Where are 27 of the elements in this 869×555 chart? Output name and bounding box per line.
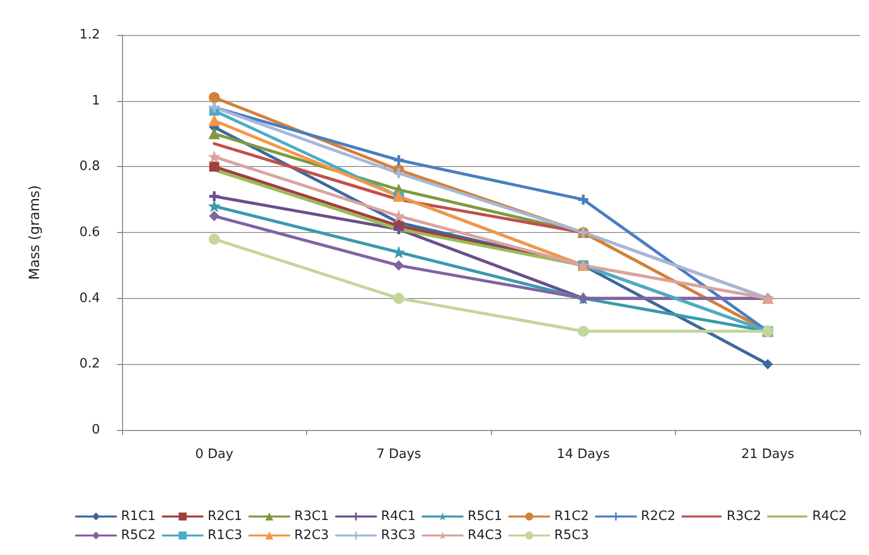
legend-label: R1C1 — [121, 509, 156, 524]
y-tick-label: 0.2 — [79, 356, 100, 372]
legend-label: R1C2 — [554, 509, 589, 524]
x-tick-label: 21 Days — [741, 447, 795, 462]
legend-label: R4C3 — [468, 528, 502, 543]
legend-label: R5C1 — [468, 509, 502, 524]
legend-label: R3C3 — [380, 528, 416, 543]
y-tick-label: 0.8 — [79, 159, 100, 174]
legend-label: R5C2 — [121, 528, 156, 543]
y-axis-title: Mass (grams) — [27, 185, 43, 280]
legend-label: R5C3 — [554, 528, 589, 543]
legend-label: R3C2 — [726, 509, 762, 524]
y-tick-label: 1.2 — [79, 28, 100, 42]
y-tick-label: 0.6 — [79, 225, 100, 240]
legend-label: R1C3 — [208, 528, 242, 543]
x-tick-label: 0 Day — [195, 447, 234, 462]
legend-label: R4C1 — [380, 509, 416, 524]
legend-label: R2C1 — [208, 509, 242, 524]
y-tick-label: 0 — [92, 422, 100, 438]
legend-label: R2C3 — [294, 528, 329, 543]
y-tick-label: 0.4 — [79, 290, 100, 306]
legend-label: R2C2 — [640, 509, 676, 524]
x-tick-label: 14 Days — [556, 447, 610, 462]
x-tick-label: 7 Days — [376, 447, 422, 462]
legend-label: R4C2 — [812, 509, 847, 524]
y-tick-label: 1 — [92, 93, 100, 108]
legend-label: R3C1 — [294, 509, 329, 524]
